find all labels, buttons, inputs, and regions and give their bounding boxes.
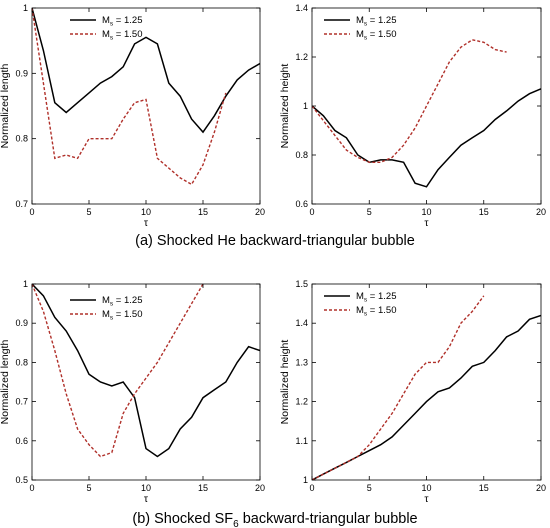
chart-0-0-ytick-label: 0.7 bbox=[15, 199, 28, 209]
chart-0-0-xtick-label: 15 bbox=[198, 207, 208, 217]
chart-0-1-ytick-label: 1.4 bbox=[295, 3, 308, 13]
chart-1-1-xlabel: τ bbox=[424, 493, 429, 505]
chart-0-1-ytick-label: 1.2 bbox=[295, 52, 308, 62]
chart-1-0-ytick-label: 0.7 bbox=[15, 397, 28, 407]
chart-0-1-ytick-label: 0.6 bbox=[295, 199, 308, 209]
chart-1-1-xtick-label: 10 bbox=[421, 483, 431, 493]
chart-1-1-legend-label: Ms = 1.25 bbox=[356, 291, 397, 304]
chart-1-1-ytick-label: 1.4 bbox=[295, 318, 308, 328]
chart-1-1-xtick-label: 0 bbox=[309, 483, 314, 493]
chart-0-1-xtick-label: 15 bbox=[479, 207, 489, 217]
chart-0-0: 0 5 10 15 20 0.7 0.8 0.9 1 τ Normalized length Ms =… bbox=[0, 3, 265, 229]
chart-1-0-ytick-label: 0.6 bbox=[15, 436, 28, 446]
chart-1-1-xtick-label: 20 bbox=[536, 483, 546, 493]
caption-b-subscript: 6 bbox=[233, 519, 239, 528]
chart-0-0-ytick-label: 0.9 bbox=[15, 68, 28, 78]
chart-0-1-xtick-label: 20 bbox=[536, 207, 546, 217]
chart-0-1-xtick-label: 5 bbox=[367, 207, 372, 217]
caption-b: (b) Shocked SF6 backward-triangular bubb… bbox=[132, 511, 417, 528]
caption-a: (a) Shocked He backward-triangular bubbl… bbox=[135, 233, 415, 249]
chart-1-1-ytick-label: 1.2 bbox=[295, 397, 308, 407]
chart-1-1-xtick-label: 15 bbox=[479, 483, 489, 493]
chart-0-1-xlabel: τ bbox=[424, 217, 429, 229]
chart-0-1-ylabel: Normalized height bbox=[279, 64, 291, 149]
chart-0-1-xtick-label: 0 bbox=[309, 207, 314, 217]
chart-0-1-ytick-label: 1 bbox=[303, 101, 308, 111]
chart-1-1-ylabel: Normalized height bbox=[279, 340, 291, 425]
chart-0-1-xtick-label: 10 bbox=[421, 207, 431, 217]
chart-0-1-series-ms125-line bbox=[312, 88, 541, 188]
chart-1-0-legend-label: Ms = 1.50 bbox=[102, 309, 143, 322]
chart-1-0-ytick-label: 1 bbox=[23, 279, 28, 289]
chart-1-0-series-ms150-line bbox=[32, 284, 204, 458]
chart-0-1: 0 5 10 15 20 0.6 0.8 1 1.2 1.4 τ Normalized height M… bbox=[279, 3, 546, 229]
chart-1-1-ytick-label: 1 bbox=[303, 475, 308, 485]
chart-1-0-xtick-label: 10 bbox=[141, 483, 151, 493]
chart-1-1-ytick-label: 1.1 bbox=[295, 436, 308, 446]
caption-b-rest: backward-triangular bubble bbox=[239, 511, 418, 527]
chart-1-1-ytick-label: 1.3 bbox=[295, 357, 308, 367]
chart-1-0-ytick-label: 0.9 bbox=[15, 318, 28, 328]
chart-0-1-ytick-label: 0.8 bbox=[295, 150, 308, 160]
chart-0-0-xtick-label: 0 bbox=[29, 207, 34, 217]
chart-1-1: 0 5 10 15 20 1 1.1 1.2 1.3 1.4 1.5 τ Normalized heig… bbox=[279, 279, 546, 505]
chart-1-1-series-ms150-line bbox=[312, 295, 485, 480]
chart-0-0-xtick-label: 5 bbox=[86, 207, 91, 217]
chart-1-0-series-ms125-line bbox=[32, 284, 260, 458]
chart-1-1-ytick-label: 1.5 bbox=[295, 279, 308, 289]
chart-0-0-legend-label: Ms = 1.50 bbox=[102, 29, 143, 42]
caption-b-main: (b) Shocked SF bbox=[132, 511, 233, 527]
chart-0-0-series-ms150-line bbox=[32, 8, 227, 186]
chart-0-1-frame bbox=[311, 7, 542, 205]
chart-1-0-xtick-label: 0 bbox=[29, 483, 34, 493]
chart-1-1-series-ms125-line bbox=[312, 314, 541, 480]
chart-1-0-ytick-label: 0.5 bbox=[15, 475, 28, 485]
chart-1-1-xtick-label: 5 bbox=[367, 483, 372, 493]
chart-1-0-xtick-label: 20 bbox=[255, 483, 265, 493]
chart-1-0-xlabel: τ bbox=[144, 493, 149, 505]
chart-0-1-legend-label: Ms = 1.25 bbox=[356, 15, 397, 28]
chart-1-0: 0 5 10 15 20 0.5 0.6 0.7 0.8 0.9 1 τ Normalized leng… bbox=[0, 279, 265, 505]
chart-0-0-xtick-label: 10 bbox=[141, 207, 151, 217]
chart-0-0-legend-label: Ms = 1.25 bbox=[102, 15, 143, 28]
chart-1-1-legend-label: Ms = 1.50 bbox=[356, 305, 397, 318]
chart-1-0-ylabel: Normalized length bbox=[0, 340, 11, 425]
chart-1-0-xtick-label: 15 bbox=[198, 483, 208, 493]
chart-1-0-ytick-label: 0.8 bbox=[15, 357, 28, 367]
chart-0-0-ytick-label: 0.8 bbox=[15, 134, 28, 144]
chart-0-0-xtick-label: 20 bbox=[255, 207, 265, 217]
chart-0-1-series-ms150-line bbox=[312, 39, 507, 164]
chart-0-0-series-ms125-line bbox=[32, 8, 260, 134]
chart-1-1-frame bbox=[311, 283, 542, 481]
chart-0-1-legend-label: Ms = 1.50 bbox=[356, 29, 397, 42]
chart-0-0-ytick-label: 1 bbox=[23, 3, 28, 13]
chart-0-0-ylabel: Normalized length bbox=[0, 64, 11, 149]
chart-1-0-xtick-label: 5 bbox=[86, 483, 91, 493]
chart-1-0-legend-label: Ms = 1.25 bbox=[102, 295, 143, 308]
chart-0-0-xlabel: τ bbox=[144, 217, 149, 229]
